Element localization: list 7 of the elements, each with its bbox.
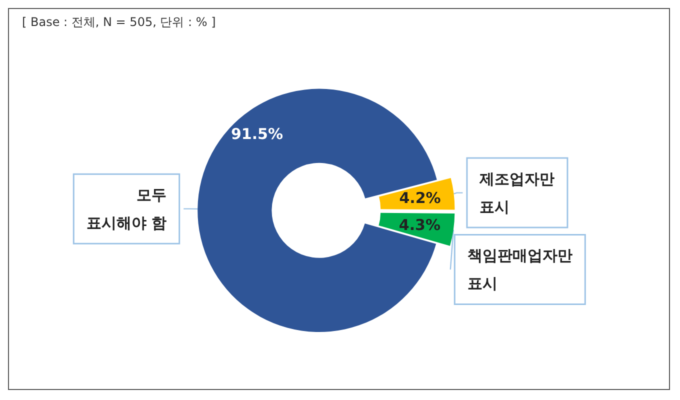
data-label: 4.3% — [398, 216, 440, 234]
chart-title: [ Base : 전체, N = 505, 단위 : % ] — [22, 15, 216, 29]
slice-label: 책임판매업자만 표시 — [467, 246, 572, 293]
slice-label: 제조업자만 표시 — [478, 170, 555, 216]
data-label: 4.2% — [399, 188, 441, 207]
data-label: 91.5% — [230, 125, 284, 143]
slice-label: 모두 표시해야 함 — [86, 186, 167, 232]
